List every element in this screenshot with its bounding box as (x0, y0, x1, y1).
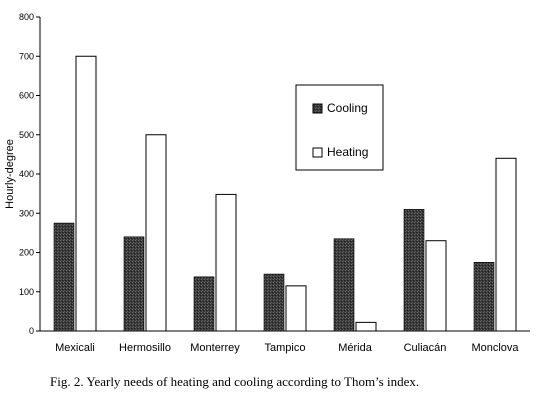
y-tick-label: 100 (19, 287, 34, 297)
bar-heating-mexicali (75, 55, 97, 332)
bar-cooling-culiacán (403, 209, 425, 332)
bar-heating-monclova (495, 157, 517, 332)
y-tick-label: 800 (19, 12, 34, 22)
y-axis-title: Hourly-degree (4, 139, 16, 209)
y-tick-label: 200 (19, 248, 34, 258)
legend-swatch-heating (312, 147, 323, 158)
y-tick-label: 0 (29, 326, 34, 336)
y-tick-label: 400 (19, 169, 34, 179)
bar-cooling-hermosillo (123, 236, 145, 332)
legend-swatch-cooling (312, 103, 323, 114)
legend-label-cooling: Cooling (327, 101, 368, 115)
bar-heating-hermosillo (145, 134, 167, 332)
bar-cooling-tampico (263, 273, 285, 332)
x-tick-label: Tampico (265, 342, 306, 354)
x-tick-label: Culiacán (404, 342, 447, 354)
legend-label-heating: Heating (327, 145, 368, 159)
x-tick-label: Mexicali (55, 342, 95, 354)
bar-cooling-monterrey (193, 276, 215, 332)
legend: Cooling Heating (295, 84, 384, 171)
bar-heating-culiacán (425, 240, 447, 332)
category-labels: Mexicali Hermosillo Monterrey Tampico Mérida… (55, 342, 519, 354)
bar-heating-monterrey (215, 193, 237, 332)
legend-box (295, 84, 384, 171)
x-tick-label: Monterrey (190, 342, 240, 354)
bar-cooling-mexicali (53, 222, 75, 332)
bars (53, 55, 517, 332)
x-tick-label: Monclova (471, 342, 519, 354)
figure-caption: Fig. 2. Yearly needs of heating and cool… (50, 374, 420, 389)
x-tick-label: Mérida (338, 342, 373, 354)
bar-chart: 0 100 200 300 400 500 600 700 800 Hourly-degree M… (4, 12, 530, 354)
bar-cooling-monclova (473, 262, 495, 332)
y-tick-label: 700 (19, 51, 34, 61)
bar-cooling-mérida (333, 238, 355, 332)
bar-heating-tampico (285, 285, 307, 332)
axes: 0 100 200 300 400 500 600 700 800 Hourly-degree (4, 12, 530, 336)
bar-heating-mérida (355, 321, 377, 332)
y-tick-label: 300 (19, 208, 34, 218)
y-tick-label: 600 (19, 91, 34, 101)
x-tick-label: Hermosillo (119, 342, 171, 354)
y-tick-label: 500 (19, 130, 34, 140)
